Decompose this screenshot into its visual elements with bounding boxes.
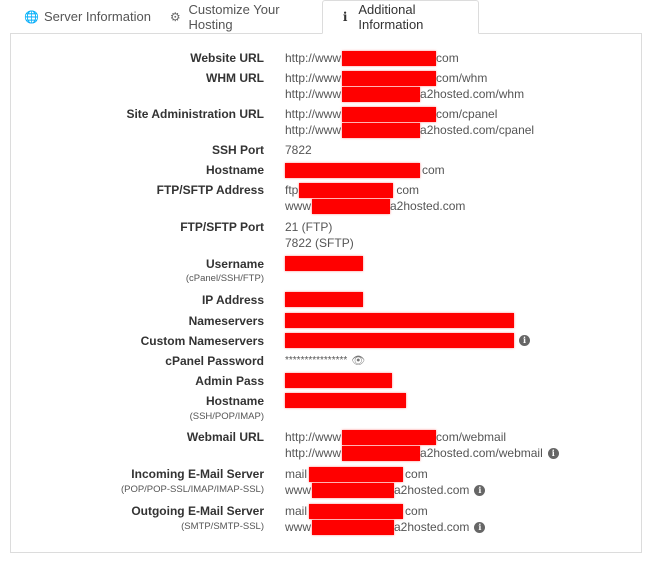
field-sublabel: (SSH/POP/IMAP) bbox=[189, 411, 264, 422]
hostname-value: com bbox=[285, 162, 445, 178]
redaction-block bbox=[309, 503, 404, 519]
whm-url-value-1: http://www com/whm bbox=[285, 70, 488, 86]
field-label: Username bbox=[205, 257, 264, 271]
incoming-mail-value-2: www a2hosted.com i bbox=[285, 482, 486, 498]
additional-info-panel: Website URL http://www com WHM URL http:/… bbox=[10, 33, 642, 553]
whm-url-value-2: http://www a2hosted.com/whm bbox=[285, 86, 525, 102]
site-admin-url-value-2: http://www a2hosted.com/cpanel bbox=[285, 122, 535, 138]
field-sublabel: (cPanel/SSH/FTP) bbox=[185, 273, 264, 284]
redaction-block bbox=[342, 445, 421, 461]
hostname-ssh-value bbox=[285, 393, 406, 408]
site-admin-url-value-1: http://www com/cpanel bbox=[285, 106, 498, 122]
info-icon[interactable]: i bbox=[547, 447, 559, 459]
eye-icon[interactable]: 👁 bbox=[351, 355, 366, 367]
tab-label: Customize Your Hosting bbox=[188, 1, 280, 32]
redaction-block bbox=[342, 106, 437, 122]
tab-additional-information[interactable]: i Additional Information bbox=[322, 0, 479, 34]
tab-label: Server Information bbox=[44, 9, 151, 24]
redaction-block bbox=[309, 466, 404, 482]
ssh-port-value: 7822 bbox=[285, 143, 312, 157]
redaction-block bbox=[342, 429, 437, 445]
field-label: IP Address bbox=[201, 293, 264, 307]
field-label: Incoming E-Mail Server bbox=[131, 467, 264, 481]
info-icon[interactable]: i bbox=[519, 335, 530, 346]
cpanel-password-value: **************** 👁 bbox=[285, 355, 366, 367]
field-label: Website URL bbox=[190, 51, 264, 65]
ftp-port-value-1: 21 (FTP) bbox=[285, 220, 333, 234]
field-label: WHM URL bbox=[206, 71, 264, 85]
redaction-block bbox=[342, 122, 421, 138]
field-label: FTP/SFTP Address bbox=[156, 183, 264, 197]
redaction-block bbox=[285, 333, 514, 348]
redaction-block bbox=[312, 482, 394, 498]
redaction-block bbox=[285, 292, 363, 307]
incoming-mail-value-1: mail com bbox=[285, 466, 428, 482]
tab-server-information[interactable]: 🌐 Server Information bbox=[10, 0, 155, 33]
outgoing-mail-value-1: mail com bbox=[285, 503, 428, 519]
outgoing-mail-value-2: www a2hosted.com i bbox=[285, 519, 486, 535]
field-label: Hostname bbox=[205, 394, 264, 408]
redaction-block bbox=[312, 198, 390, 214]
info-icon: i bbox=[342, 10, 348, 24]
webmail-url-value-2: http://www a2hosted.com/webmail i bbox=[285, 445, 559, 461]
ftp-address-value-2: www a2hosted.com bbox=[285, 198, 466, 214]
field-label: SSH Port bbox=[211, 143, 264, 157]
globe-icon: 🌐 bbox=[24, 9, 39, 24]
redaction-block bbox=[285, 393, 406, 408]
gears-icon: ⚙ bbox=[169, 9, 181, 24]
website-url-value: http://www com bbox=[285, 50, 459, 66]
field-sublabel: (POP/POP-SSL/IMAP/IMAP-SSL) bbox=[120, 484, 264, 495]
field-label: Custom Nameservers bbox=[140, 334, 264, 348]
redaction-block bbox=[342, 50, 437, 66]
field-label: Outgoing E-Mail Server bbox=[131, 504, 264, 518]
username-value bbox=[285, 256, 363, 271]
redaction-block bbox=[285, 256, 363, 271]
field-label: Hostname bbox=[205, 163, 264, 177]
redaction-block bbox=[312, 519, 394, 535]
redaction-block bbox=[342, 86, 421, 102]
nameservers-value bbox=[285, 313, 514, 328]
redaction-block bbox=[299, 182, 394, 198]
tab-label: Additional Information bbox=[358, 2, 424, 32]
field-label: Admin Pass bbox=[195, 374, 264, 388]
info-icon[interactable]: i bbox=[474, 521, 486, 533]
field-label: cPanel Password bbox=[165, 354, 264, 368]
redaction-block bbox=[285, 373, 392, 388]
field-label: Webmail URL bbox=[186, 430, 264, 444]
tab-bar: 🌐 Server Information ⚙ Customize Your Ho… bbox=[10, 0, 642, 34]
redaction-block bbox=[342, 70, 437, 86]
field-label: Nameservers bbox=[188, 314, 264, 328]
ip-address-value bbox=[285, 292, 363, 307]
admin-pass-value bbox=[285, 373, 392, 388]
field-sublabel: (SMTP/SMTP-SSL) bbox=[181, 521, 264, 532]
webmail-url-value-1: http://www com/webmail bbox=[285, 429, 507, 445]
field-label: FTP/SFTP Port bbox=[180, 220, 264, 234]
custom-nameservers-value: i bbox=[285, 333, 530, 348]
redaction-block bbox=[285, 313, 514, 328]
redaction-block bbox=[285, 162, 420, 178]
info-icon[interactable]: i bbox=[474, 484, 486, 496]
field-label: Site Administration URL bbox=[126, 107, 264, 121]
ftp-port-value-2: 7822 (SFTP) bbox=[285, 236, 354, 250]
ftp-address-value-1: ftp com bbox=[285, 182, 420, 198]
tab-customize-your-hosting[interactable]: ⚙ Customize Your Hosting bbox=[155, 0, 322, 33]
